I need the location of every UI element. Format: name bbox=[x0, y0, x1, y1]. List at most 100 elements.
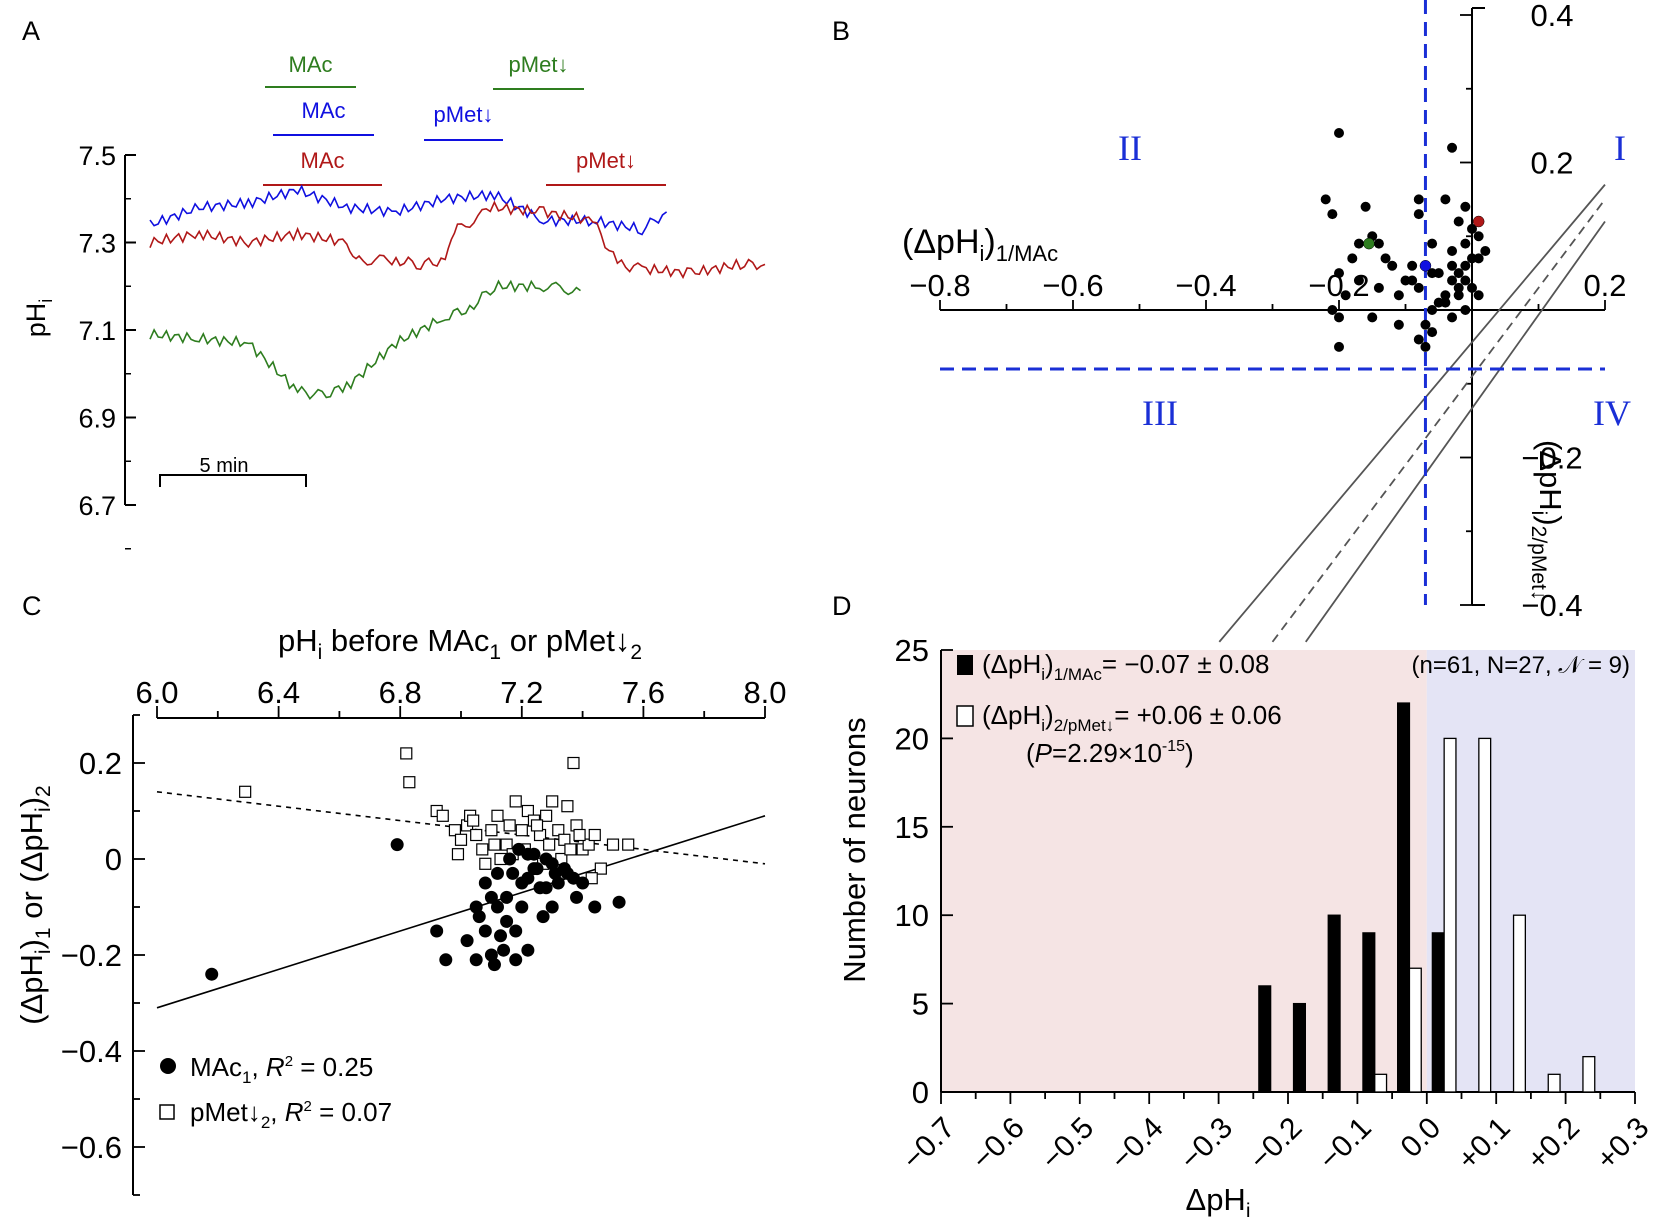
b-data-point bbox=[1360, 201, 1371, 212]
panel-b-x-label: (ΔpHi)1/MAc bbox=[902, 223, 1058, 266]
c-point-mac bbox=[521, 943, 535, 957]
panel-b-axes: −0.8 −0.6 −0.4 −0.2 0.20.40.2−0.2−0.4 bbox=[909, 0, 1626, 623]
c-fit-line-dashed bbox=[156, 791, 766, 865]
a-trace-green bbox=[149, 279, 581, 400]
a-treatment-label: pMet↓ bbox=[434, 102, 494, 127]
b-data-point bbox=[1453, 290, 1464, 301]
panel-a-scale-bar: 5 min bbox=[159, 455, 307, 487]
c-x-tick-label: 6.8 bbox=[379, 675, 422, 710]
c-point-mac bbox=[484, 890, 498, 904]
b-data-point bbox=[1327, 305, 1338, 315]
a-treatment-label: pMet↓ bbox=[509, 52, 569, 77]
c-point-mac bbox=[527, 847, 541, 861]
a-y-tick-label: 7.3 bbox=[78, 229, 116, 259]
b-data-point bbox=[1427, 268, 1438, 279]
b-highlight-point-blue bbox=[1419, 260, 1432, 272]
b-y-tick-label: −0.4 bbox=[1521, 588, 1582, 623]
legend-mac-entry: MAc1, R2 = 0.25 bbox=[190, 1052, 373, 1087]
a-treatment-label: pMet↓ bbox=[576, 148, 636, 173]
c-point-mac bbox=[509, 953, 523, 967]
b-data-point bbox=[1334, 128, 1344, 138]
c-point-pmet bbox=[470, 828, 483, 842]
a-trace-red bbox=[149, 200, 766, 280]
c-point-pmet bbox=[594, 862, 607, 875]
panel-b-mean-lines bbox=[940, 0, 1605, 605]
b-data-point bbox=[1327, 209, 1338, 220]
b-data-point bbox=[1447, 246, 1458, 256]
c-point-mac bbox=[390, 838, 404, 852]
d-y-tick-label: 0 bbox=[912, 1075, 929, 1110]
d-x-tick-label: +0.2 bbox=[1521, 1111, 1586, 1176]
d-y-tick-label: 20 bbox=[895, 721, 929, 756]
c-point-mac bbox=[205, 967, 219, 981]
d-x-tick-label: −0.6 bbox=[966, 1111, 1031, 1176]
d-x-tick-label: +0.3 bbox=[1590, 1111, 1655, 1176]
c-point-pmet bbox=[540, 809, 553, 822]
b-data-point bbox=[1320, 194, 1331, 205]
panel-label-c: C bbox=[22, 591, 42, 621]
c-point-pmet bbox=[573, 828, 586, 842]
c-point-pmet bbox=[451, 848, 465, 861]
panel-c-axes: 6.0 6.4 6.8 7.2 7.6 8.0 0.2 0 −0.2 −0.4 −0.6 bbox=[61, 675, 787, 1196]
b-data-point bbox=[1413, 282, 1424, 293]
a-y-tick-label: 7.1 bbox=[78, 316, 116, 346]
b-data-point bbox=[1334, 268, 1344, 279]
b-data-point bbox=[1460, 260, 1471, 271]
a-y-tick-label: 6.7 bbox=[78, 491, 116, 521]
b-data-point bbox=[1353, 238, 1364, 249]
c-point-mac bbox=[469, 953, 483, 967]
b-data-point bbox=[1334, 312, 1344, 323]
d-bar-filled bbox=[1397, 702, 1411, 1093]
c-point-pmet bbox=[454, 833, 468, 846]
d-bar-filled bbox=[1258, 985, 1272, 1093]
b-data-point bbox=[1447, 312, 1458, 323]
c-point-pmet bbox=[400, 747, 413, 760]
a-treatment-label: MAc bbox=[289, 52, 333, 77]
a-y-tick-label: 6.9 bbox=[78, 404, 116, 434]
b-fit-line-solid bbox=[1305, 220, 1606, 643]
c-x-tick-label: 7.2 bbox=[500, 675, 543, 710]
legend-pmet-stat: (ΔpHi)2/pMet↓= +0.06 ± 0.06 bbox=[982, 700, 1282, 735]
b-data-point bbox=[1440, 290, 1451, 301]
b-data-point bbox=[1420, 341, 1431, 352]
c-point-pmet bbox=[485, 824, 498, 837]
b-data-point bbox=[1427, 305, 1438, 315]
b-fit-line-solid bbox=[1218, 184, 1606, 643]
c-x-tick-label: 6.4 bbox=[257, 675, 300, 710]
b-quadrant-IV: IV bbox=[1593, 393, 1631, 433]
b-y-tick-label: 0.4 bbox=[1530, 0, 1573, 33]
panel-b-y-label: (ΔpHi)2/pMet↓ bbox=[1527, 440, 1568, 600]
b-data-point bbox=[1467, 282, 1477, 293]
c-point-pmet bbox=[476, 843, 489, 856]
panel-d-bars bbox=[1258, 702, 1596, 1093]
d-bar-filled bbox=[1431, 932, 1445, 1093]
c-point-pmet bbox=[567, 756, 580, 770]
a-y-tick-label: 7.5 bbox=[78, 141, 116, 171]
b-y-tick-label: −0.2 bbox=[1521, 441, 1582, 476]
b-data-point bbox=[1460, 275, 1471, 286]
b-data-point bbox=[1334, 341, 1344, 352]
d-x-tick-label: −0.2 bbox=[1243, 1111, 1308, 1176]
d-y-tick-label: 25 bbox=[895, 633, 929, 668]
b-quadrant-III: III bbox=[1142, 393, 1178, 433]
legend-sample-sizes: (n=61, N=27, 𝒩 = 9) bbox=[1412, 652, 1630, 679]
d-y-tick-label: 5 bbox=[912, 987, 929, 1022]
c-fit-line-solid bbox=[156, 815, 766, 1009]
c-point-mac bbox=[494, 929, 508, 943]
b-data-point bbox=[1467, 223, 1477, 234]
panel-d-negative-shading bbox=[941, 650, 1427, 1092]
c-point-mac bbox=[487, 958, 501, 972]
panel-d-x-label: ΔpHi bbox=[1185, 1182, 1250, 1217]
b-data-point bbox=[1427, 238, 1438, 249]
d-bar-filled bbox=[1362, 932, 1376, 1093]
c-point-mac bbox=[500, 890, 514, 904]
d-bar-open bbox=[1478, 737, 1492, 1093]
panel-a-y-label: pHi bbox=[21, 299, 56, 338]
c-point-mac bbox=[527, 862, 541, 876]
b-data-point bbox=[1407, 275, 1418, 286]
panel-d-positive-shading bbox=[1426, 650, 1635, 1092]
b-highlight-point-red bbox=[1472, 215, 1485, 228]
b-y-tick-label: 0.2 bbox=[1530, 146, 1573, 181]
panel-label-a: A bbox=[22, 16, 40, 46]
